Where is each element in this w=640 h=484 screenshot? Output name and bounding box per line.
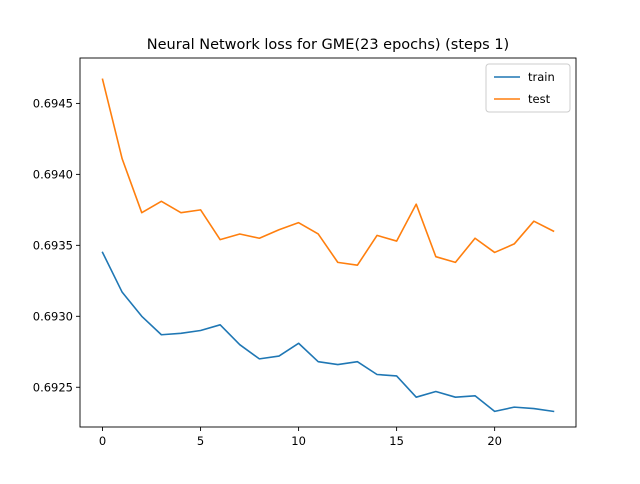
x-tick-label: 15 xyxy=(389,434,404,448)
x-tick-label: 5 xyxy=(197,434,204,448)
series-line-train xyxy=(101,251,555,413)
legend-label-train: train xyxy=(528,70,555,84)
y-tick-label: 0.6940 xyxy=(33,167,73,181)
axes-frame xyxy=(79,57,577,428)
chart-title: Neural Network loss for GME(23 epochs) (… xyxy=(147,37,509,53)
y-tick-label: 0.6935 xyxy=(33,238,73,252)
series-line-test xyxy=(101,78,555,267)
y-tick-label: 0.6930 xyxy=(33,309,73,323)
x-tick-label: 10 xyxy=(291,434,306,448)
y-tick-label: 0.6945 xyxy=(33,96,73,110)
x-tick-label: 20 xyxy=(487,434,502,448)
y-tick-label: 0.6925 xyxy=(33,380,73,394)
plot-area: 0 5 10 15 20 0.6925 0.6930 0.6935 0.6940 0.6945 tr… xyxy=(33,57,577,448)
legend-label-test: test xyxy=(528,92,551,106)
legend-box xyxy=(485,63,571,113)
x-tick-label: 0 xyxy=(99,434,106,448)
